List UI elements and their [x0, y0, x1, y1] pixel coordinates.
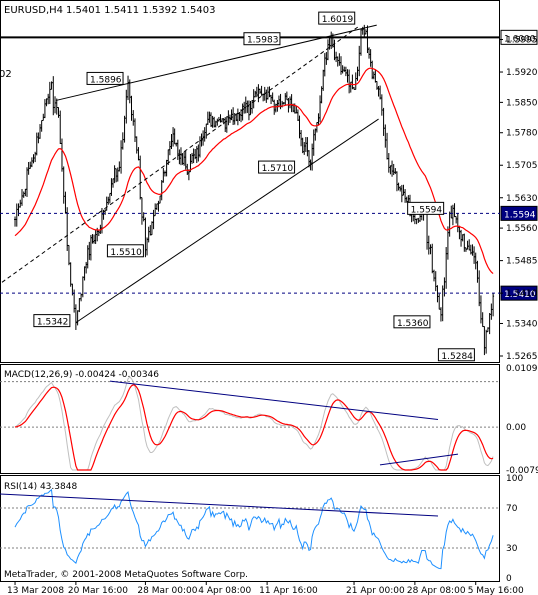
price-label-frame [393, 315, 431, 329]
rsi-label: RSI(14) 43.3848 [4, 482, 77, 492]
price-label-box: 1.5284 [437, 348, 475, 362]
price-label-box: 1.5342 [33, 314, 71, 328]
time-label: 20 Mar 16:00 [68, 586, 128, 595]
macd-divergence-lower [379, 453, 459, 466]
rsi-line [14, 488, 494, 570]
price-scale-label: 1.5850 [506, 98, 538, 108]
price-label-frame [437, 348, 475, 362]
price-scale-label: 1.5560 [506, 224, 538, 234]
price-tag-text: 1.5410 [504, 290, 536, 300]
upper-trend-line [55, 24, 377, 101]
price-scale-label: 1.5705 [506, 161, 538, 171]
price-scale-label: 1.5410 [506, 289, 538, 299]
price-labels: 1.6019 1.5983 1.5896 1.5710 1.5594 1.5510 1.53… [33, 11, 475, 362]
price-label-text: 1.5284 [441, 352, 473, 362]
price-label-box: 1.5896 [86, 71, 124, 85]
price-label-frame [33, 314, 71, 328]
price-label-frame [106, 244, 144, 258]
rsi-trend-line [0, 493, 439, 517]
time-label: 4 Apr 08:00 [198, 586, 251, 595]
price-label-text: 1.6019 [322, 15, 354, 25]
channel-mid-line [1, 26, 359, 283]
time-label: 21 Apr 00:00 [346, 586, 405, 595]
rsi-scale-label: 100 [506, 474, 523, 484]
price-label-box: 1.5510 [106, 244, 144, 258]
time-label: 28 Mar 00:00 [137, 586, 197, 595]
copyright-text: MetaTrader, © 2001-2008 MetaQuotes Softw… [4, 570, 248, 580]
price-scale-label: 1.5265 [506, 352, 538, 362]
rsi-scale-label: 0 [506, 574, 512, 584]
price-label-text: 1.5983 [247, 36, 278, 46]
price-label-text: 1.5896 [90, 75, 122, 85]
price-label-frame [86, 71, 124, 85]
macd-plot: 0.01093 0.00 -0.00794 [0, 364, 538, 476]
price-label-frame [407, 201, 445, 215]
lower-trend-line [75, 118, 379, 324]
price-label-text: 1.5360 [397, 319, 429, 329]
rsi-scale-label: 70 [506, 504, 518, 514]
price-tag [500, 205, 538, 221]
symbol-timeframe: EURUSD,H4 [4, 5, 63, 16]
price-label-text: 1.5594 [411, 205, 443, 215]
time-axis: 13 Mar 2008 20 Mar 16:00 28 Mar 00:00 4 Apr… [7, 582, 524, 595]
price-label-frame [243, 32, 281, 46]
ohlc-readout: 1.5401 1.5411 1.5392 1.5403 [66, 5, 216, 16]
macd-divergence-upper [109, 380, 439, 421]
price-scale-label: 1.5340 [506, 319, 538, 329]
moving-average-line [14, 67, 494, 275]
price-label-box: 1.5983 [243, 32, 281, 46]
price-scale: 1.5995 1.5920 1.5850 1.5780 1.5705 1.5630 1.55… [500, 36, 538, 362]
macd-label: MACD(12,26,9) -0.00424 -0.00346 [4, 370, 159, 380]
price-label-text: 1.5510 [110, 248, 142, 258]
price-label-text: 1.5342 [37, 318, 69, 328]
price-label-box: 1.5594 [407, 201, 445, 215]
price-label-frame [318, 11, 356, 25]
price-label-box: 1.5360 [393, 315, 431, 329]
price-scale-label: 1.5485 [506, 257, 538, 267]
price-scale-label: 1.5995 [506, 36, 538, 46]
price-scale-label: 1.5630 [506, 194, 538, 204]
price-label-box: 1.6019 [318, 11, 356, 25]
macd-frame [0, 364, 500, 474]
price-tag-text: 1.5594 [504, 210, 536, 220]
price-tag-text: 1.6000 [504, 34, 536, 44]
macd-scale-label: -0.00794 [506, 466, 538, 476]
macd-scale-label: 0.00 [506, 423, 526, 433]
time-label: 28 Apr 08:00 [407, 586, 466, 595]
price-label-text: 1.5710 [262, 164, 294, 174]
time-label: 13 Mar 2008 [7, 586, 64, 595]
time-label: 11 Apr 16:00 [259, 586, 318, 595]
trend-lines[interactable] [1, 24, 379, 324]
candles [14, 24, 495, 356]
price-scale-label: 1.5780 [506, 129, 538, 139]
rsi-scale-label: 30 [506, 544, 518, 554]
main-chart-frame [0, 0, 500, 363]
time-label: 5 May 16:00 [468, 586, 524, 595]
rsi-plot: 100 70 30 0 [0, 474, 523, 584]
price-label-frame [258, 160, 296, 174]
price-scale-label: 1.5920 [506, 68, 538, 78]
left-edge-label: 02 [0, 69, 12, 80]
price-tag [500, 29, 538, 45]
macd-scale-label: 0.01093 [506, 364, 538, 374]
macd-signal-line [14, 384, 494, 471]
price-label-box: 1.5710 [258, 160, 296, 174]
